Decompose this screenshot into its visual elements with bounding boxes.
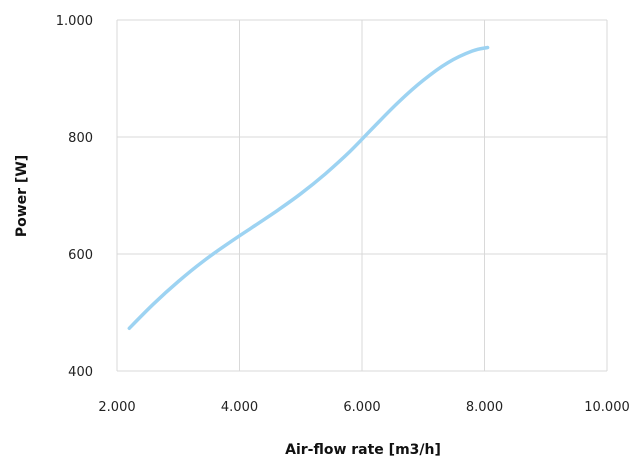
series-line <box>127 45 490 331</box>
grid-lines <box>117 19 608 371</box>
x-tick-label: 6.000 <box>343 400 380 415</box>
x-tick-label: 4.000 <box>221 400 258 415</box>
y-tick-label: 800 <box>68 131 93 146</box>
y-tick-label: 1.000 <box>56 14 93 29</box>
x-tick-labels: 2.000 4.000 6.000 8.000 10.000 <box>98 400 629 415</box>
y-tick-labels: 400 600 800 1.000 <box>56 14 93 380</box>
x-tick-label: 10.000 <box>584 400 630 415</box>
y-tick-label: 400 <box>68 365 93 380</box>
axes <box>116 20 607 372</box>
series-lines <box>127 45 490 331</box>
x-tick-label: 2.000 <box>98 400 135 415</box>
y-tick-label: 600 <box>68 248 93 263</box>
y-axis-title: Power [W] <box>14 155 30 237</box>
x-tick-label: 8.000 <box>466 400 503 415</box>
x-axis-title: Air-flow rate [m3/h] <box>285 442 441 458</box>
